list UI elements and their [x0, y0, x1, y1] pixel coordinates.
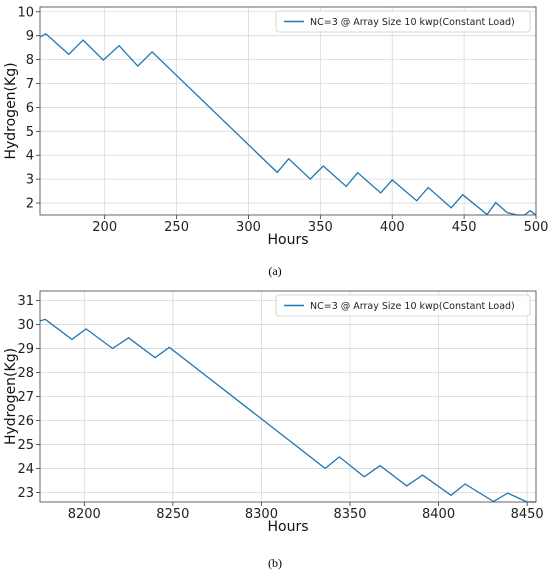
y-tick-label: 4	[26, 149, 34, 164]
plot-area	[40, 7, 536, 215]
chart-panel-a: 200 250 300 350 400 450 500 2 3 4 5 6 7 8 9 10 Hours Hydr…	[3, 5, 548, 248]
y-tick-label: 23	[17, 486, 34, 501]
legend-box	[275, 294, 531, 317]
y-tick-label: 7	[26, 77, 34, 92]
y-tick-label: 3	[26, 173, 34, 188]
x-axis-label: Hours	[267, 232, 308, 248]
plot-frame	[39, 6, 537, 216]
series-line	[39, 318, 536, 503]
x-tick-label: 8450	[511, 507, 544, 522]
y-tick-label: 27	[17, 390, 34, 405]
y-axis-label: Hydrogen(Kg)	[3, 62, 19, 159]
y-tick-label: 9	[26, 29, 34, 44]
y-tick-label: 29	[17, 342, 34, 357]
y-axis-label: Hydrogen(Kg)	[3, 348, 19, 445]
x-tick-label: 8350	[333, 507, 366, 522]
y-tick-label: 8	[26, 53, 34, 68]
y-tick-label: 30	[17, 318, 34, 333]
x-tick-label: 8200	[68, 507, 101, 522]
y-tick-label: 5	[26, 125, 34, 140]
x-tick-label: 8300	[245, 507, 278, 522]
x-tick-label: 8250	[156, 507, 189, 522]
y-tick-label: 6	[26, 101, 34, 116]
panel-caption-b: (b)	[268, 556, 282, 570]
legend-box	[275, 10, 531, 33]
x-axis-label: Hours	[267, 519, 308, 535]
x-tick-label: 400	[380, 220, 405, 235]
x-tick-label: 450	[452, 220, 477, 235]
y-tick-label: 31	[17, 294, 34, 309]
x-tick-label: 250	[164, 220, 189, 235]
legend-label: NC=3 @ Array Size 10 kwp(Constant Load)	[310, 17, 515, 28]
legend-label: NC=3 @ Array Size 10 kwp(Constant Load)	[310, 301, 515, 312]
plot-frame	[39, 290, 537, 503]
x-tick-label: 500	[524, 220, 549, 235]
x-tick-label: 350	[308, 220, 333, 235]
x-tick-label: 200	[92, 220, 117, 235]
x-tick-label: 300	[236, 220, 261, 235]
y-tick-label: 25	[17, 438, 34, 453]
chart-panel-b: 8200 8250 8300 8350 8400 8450 23 24 25 26 27 28 29 30…	[3, 290, 544, 535]
y-tick-label: 10	[17, 5, 34, 20]
series-line	[39, 33, 537, 216]
y-tick-label: 2	[26, 197, 34, 212]
y-tick-label: 28	[17, 366, 34, 381]
y-tick-label: 26	[17, 414, 34, 429]
y-tick-label: 24	[17, 462, 34, 477]
panel-caption-a: (a)	[268, 264, 282, 278]
x-tick-label: 8400	[422, 507, 455, 522]
